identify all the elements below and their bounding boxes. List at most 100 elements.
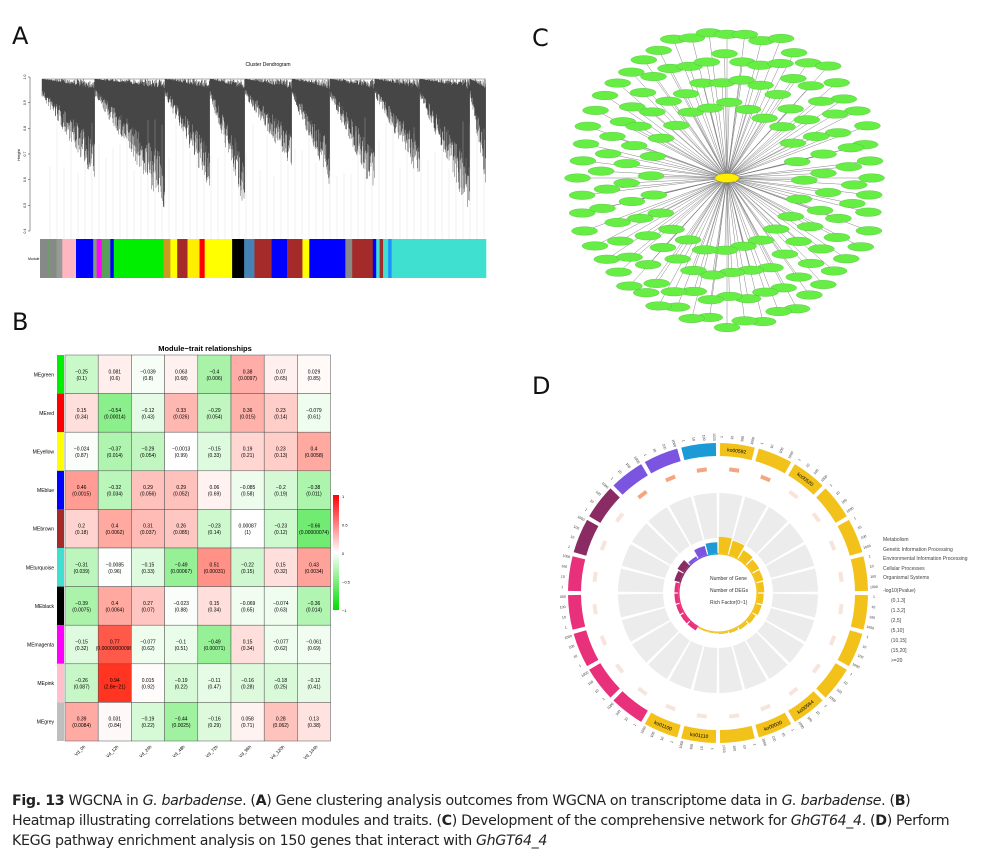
caption-text: . ( — [881, 793, 895, 809]
pathway-sector — [788, 691, 823, 722]
gene-node — [691, 245, 719, 255]
gene-count-bar — [665, 703, 676, 712]
cell-correlation: 0.2 — [78, 524, 85, 530]
cell-pvalue: (0.0058) — [305, 453, 324, 459]
rich-factor-bar — [718, 631, 729, 635]
heatmap-cell — [64, 663, 99, 703]
gene-node — [779, 138, 807, 148]
heatmap-cell — [197, 354, 232, 394]
gene-node — [711, 49, 738, 59]
gene-node — [806, 206, 834, 215]
gene-node — [639, 151, 667, 161]
heatmap-cell — [197, 393, 232, 433]
module-color-segment — [199, 239, 205, 278]
gene-count-bar — [811, 512, 822, 523]
module-color-segment — [309, 239, 346, 278]
heatmap-cell — [263, 624, 298, 665]
cell-pvalue: (0.18) — [75, 530, 88, 536]
module-color-segment — [388, 239, 392, 278]
gene-count-bar — [599, 635, 608, 646]
cell-pvalue: (0.22) — [175, 685, 188, 691]
cell-correlation: 0.15 — [243, 640, 253, 646]
rich-factor-bar — [746, 559, 760, 573]
cell-pvalue: (0.34) — [241, 646, 254, 652]
ring-tick-label: 10 — [573, 654, 578, 659]
ring-tick-label: 1000 — [562, 554, 571, 560]
cell-pvalue: (0.69) — [307, 646, 320, 652]
color-scale-tick: 0 — [342, 551, 345, 556]
figure-number: Fig. 13 — [12, 793, 65, 809]
cell-pvalue: (0.039) — [74, 569, 90, 575]
inner-category-ring — [679, 602, 685, 613]
heatmap-cell — [164, 624, 199, 665]
cell-correlation: 0.00087 — [239, 524, 257, 530]
cell-pvalue: (0.99) — [175, 453, 188, 459]
ring-tick-label: 100 — [860, 534, 867, 540]
ring-tick-label: 100 — [650, 731, 656, 738]
gene-node — [808, 244, 835, 254]
heatmap-cell — [64, 586, 99, 626]
center-label: Rich Factor(0~1) — [710, 600, 748, 606]
cell-correlation: 0.77 — [110, 640, 120, 646]
cell-pvalue: (0.85) — [307, 376, 320, 382]
cell-pvalue: (0.062) — [273, 723, 289, 729]
cell-correlation: 0.029 — [308, 369, 321, 375]
cell-correlation: −0.22 — [241, 562, 254, 568]
gene-node — [678, 33, 705, 43]
ring-tick-label: 1 — [790, 728, 794, 732]
inner-category-ring — [683, 612, 691, 622]
background-sector — [632, 621, 679, 663]
module-color-segment — [53, 239, 57, 278]
heatmap-cell — [297, 547, 331, 587]
inner-category-ring — [698, 626, 709, 632]
pathway-sector — [644, 448, 681, 474]
cell-correlation: −0.077 — [140, 640, 156, 646]
gene-node — [785, 194, 813, 204]
cell-correlation: 0.27 — [143, 601, 153, 607]
gene-node — [765, 307, 792, 316]
pathway-sector — [755, 712, 792, 738]
background-sector — [669, 641, 704, 690]
heatmap-cell — [263, 393, 298, 433]
cell-correlation: 0.058 — [241, 717, 254, 723]
row-label: MEred — [39, 411, 54, 417]
ring-tick-label: 10 — [862, 644, 867, 649]
inner-category-ring — [727, 554, 738, 560]
pathway-sector — [573, 519, 599, 556]
column-label: Vd_24h — [138, 744, 153, 759]
gene-node — [751, 113, 778, 123]
ring-tick-label: 100 — [771, 735, 777, 742]
cell-correlation: −0.26 — [75, 678, 88, 684]
rich-factor-bar — [687, 621, 698, 631]
gene-node — [629, 88, 657, 98]
gene-count-bar — [614, 512, 625, 523]
gene-node — [847, 242, 874, 252]
heatmap-cell — [297, 509, 331, 549]
legend-category: Metabolism — [883, 537, 909, 543]
gene-node — [613, 178, 640, 188]
color-scale-bar — [333, 495, 339, 610]
pathway-sector — [816, 488, 847, 523]
caption-text: ) Perform KEGG pathway enrichment analys… — [12, 813, 950, 849]
cell-pvalue: (0.014) — [107, 453, 123, 459]
panel-label-a: A — [12, 22, 29, 50]
gene-node — [634, 231, 661, 241]
background-sector — [618, 593, 665, 618]
ring-tick-label: 10 — [781, 732, 786, 737]
legend-pvalue-bin: (0,1.3] — [891, 598, 906, 604]
gene-node — [855, 207, 882, 217]
cell-pvalue: (0.011) — [306, 492, 322, 498]
color-scale-tick: 0.5 — [342, 523, 348, 528]
module-color-swatch — [57, 586, 64, 626]
gene-node — [716, 97, 743, 107]
heatmap-cell — [131, 431, 165, 472]
cell-correlation: 0.29 — [176, 485, 186, 491]
pathway-sector — [719, 443, 755, 461]
rich-factor-bar — [728, 540, 745, 559]
cell-pvalue: (0.65) — [241, 607, 254, 613]
cell-correlation: −0.39 — [75, 601, 88, 607]
module-color-swatch — [57, 470, 64, 510]
module-color-segment — [232, 239, 245, 278]
ring-tick-label: 1000 — [712, 433, 716, 441]
